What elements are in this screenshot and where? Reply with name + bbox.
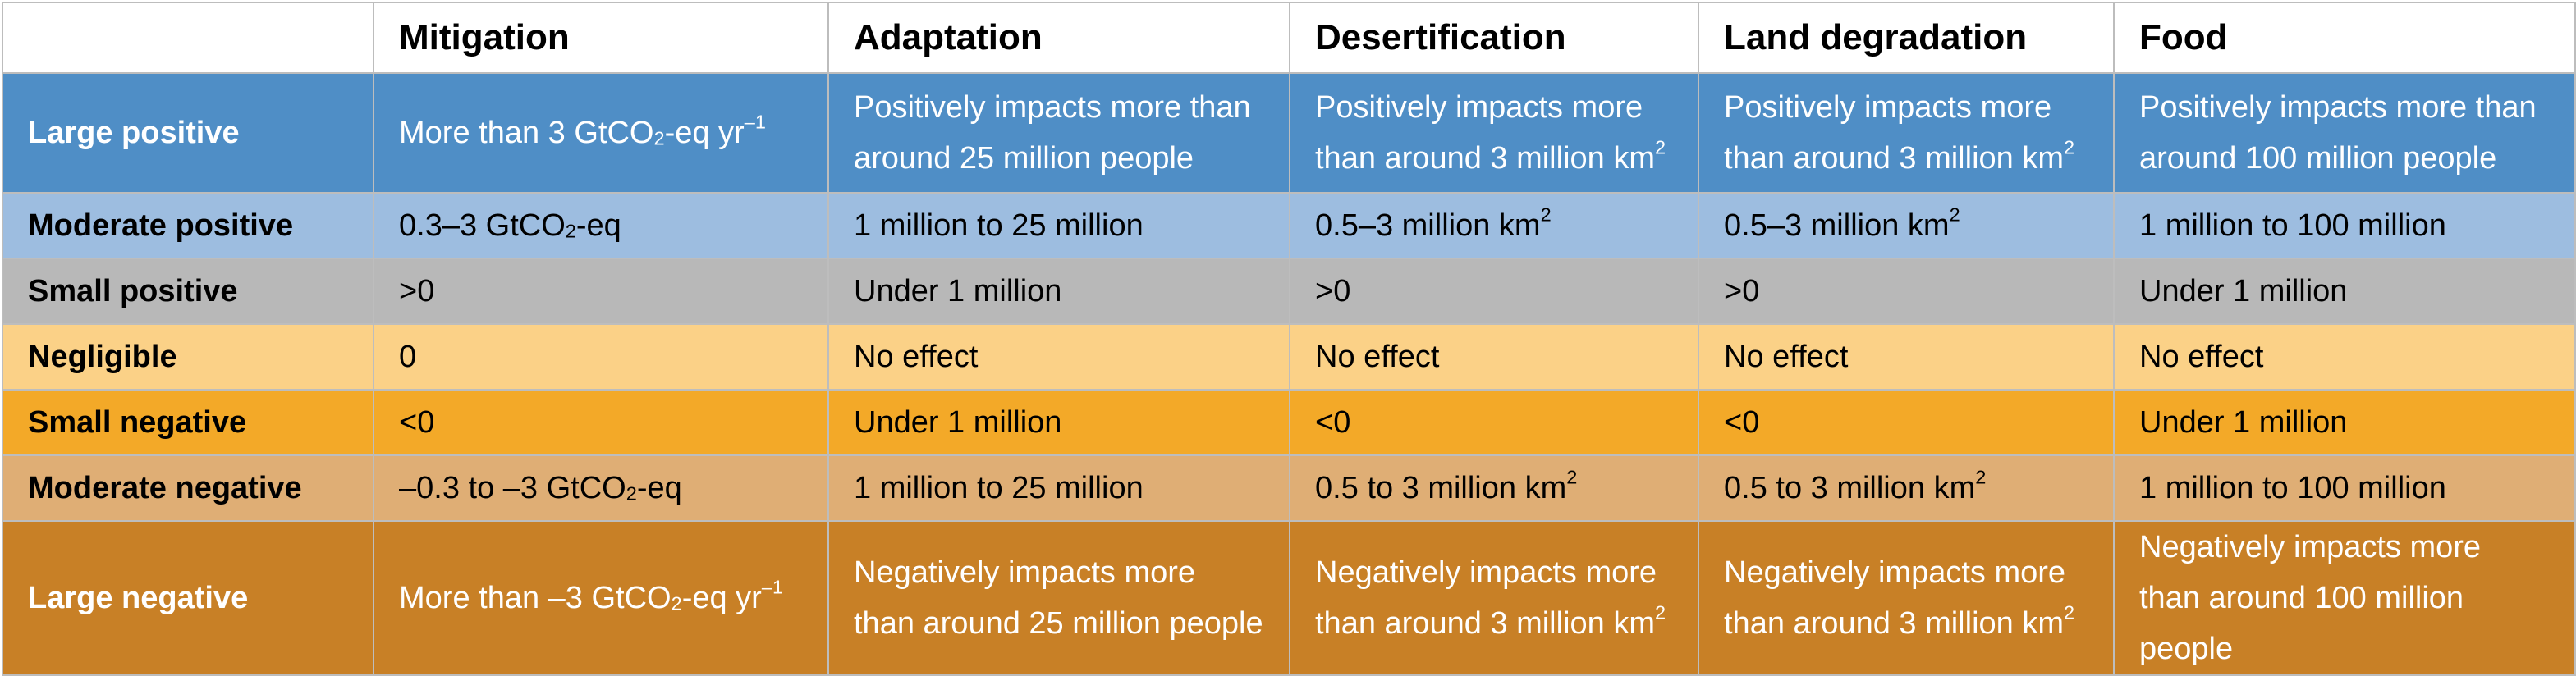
header-row: Mitigation Adaptation Desertification La… xyxy=(2,2,2576,74)
header-adaptation: Adaptation xyxy=(827,2,1290,74)
cell-adaptation: 1 million to 25 million xyxy=(827,192,1290,259)
cell-mitigation: 0.3–3 GtCO2-eq xyxy=(373,192,829,259)
cell-food: No effect xyxy=(2113,323,2576,391)
cell-desertification: 0.5–3 million km2 xyxy=(1289,192,1699,259)
cell-food: Under 1 million xyxy=(2113,389,2576,456)
cell-land-degradation: No effect xyxy=(1698,323,2115,391)
cell-mitigation: 0 xyxy=(373,323,829,391)
header-mitigation: Mitigation xyxy=(373,2,829,74)
row-label: Negligible xyxy=(2,323,374,391)
cell-food: Negatively impacts more than around 100 … xyxy=(2113,520,2576,676)
cell-desertification: No effect xyxy=(1289,323,1699,391)
cell-land-degradation: 0.5 to 3 million km2 xyxy=(1698,454,2115,522)
cell-adaptation: Under 1 million xyxy=(827,258,1290,325)
cell-food: 1 million to 100 million xyxy=(2113,454,2576,522)
cell-land-degradation: 0.5–3 million km2 xyxy=(1698,192,2115,259)
row-label: Large positive xyxy=(2,72,374,194)
cell-mitigation: –0.3 to –3 GtCO2-eq xyxy=(373,454,829,522)
row-label: Large negative xyxy=(2,520,374,676)
cell-land-degradation: Negatively impacts more than around 3 mi… xyxy=(1698,520,2115,676)
row-label: Moderate positive xyxy=(2,192,374,259)
cell-desertification: Positively impacts more than around 3 mi… xyxy=(1289,72,1699,194)
row-small-negative: Small negative <0 Under 1 million <0 <0 … xyxy=(2,389,2576,456)
cell-mitigation: >0 xyxy=(373,258,829,325)
row-negligible: Negligible 0 No effect No effect No effe… xyxy=(2,323,2576,391)
cell-adaptation: Positively impacts more than around 25 m… xyxy=(827,72,1290,194)
cell-mitigation: More than 3 GtCO2-eq yr–1 xyxy=(373,72,829,194)
cell-desertification: <0 xyxy=(1289,389,1699,456)
cell-adaptation: Under 1 million xyxy=(827,389,1290,456)
row-moderate-negative: Moderate negative –0.3 to –3 GtCO2-eq 1 … xyxy=(2,454,2576,522)
row-label: Small positive xyxy=(2,258,374,325)
cell-mitigation: More than –3 GtCO2-eq yr–1 xyxy=(373,520,829,676)
cell-food: Under 1 million xyxy=(2113,258,2576,325)
cell-food: 1 million to 100 million xyxy=(2113,192,2576,259)
cell-mitigation: <0 xyxy=(373,389,829,456)
cell-adaptation: 1 million to 25 million xyxy=(827,454,1290,522)
cell-land-degradation: Positively impacts more than around 3 mi… xyxy=(1698,72,2115,194)
cell-adaptation: Negatively impacts more than around 25 m… xyxy=(827,520,1290,676)
cell-food: Positively impacts more than around 100 … xyxy=(2113,72,2576,194)
cell-desertification: 0.5 to 3 million km2 xyxy=(1289,454,1699,522)
row-moderate-positive: Moderate positive 0.3–3 GtCO2-eq 1 milli… xyxy=(2,192,2576,259)
header-desertification: Desertification xyxy=(1289,2,1699,74)
row-large-positive: Large positive More than 3 GtCO2-eq yr–1… xyxy=(2,72,2576,194)
header-food: Food xyxy=(2113,2,2576,74)
row-large-negative: Large negative More than –3 GtCO2-eq yr–… xyxy=(2,520,2576,676)
row-label: Moderate negative xyxy=(2,454,374,522)
cell-desertification: >0 xyxy=(1289,258,1699,325)
cell-desertification: Negatively impacts more than around 3 mi… xyxy=(1289,520,1699,676)
cell-land-degradation: <0 xyxy=(1698,389,2115,456)
header-corner xyxy=(2,2,374,74)
row-label: Small negative xyxy=(2,389,374,456)
row-small-positive: Small positive >0 Under 1 million >0 >0 … xyxy=(2,258,2576,325)
cell-adaptation: No effect xyxy=(827,323,1290,391)
cell-land-degradation: >0 xyxy=(1698,258,2115,325)
header-land-degradation: Land degradation xyxy=(1698,2,2115,74)
